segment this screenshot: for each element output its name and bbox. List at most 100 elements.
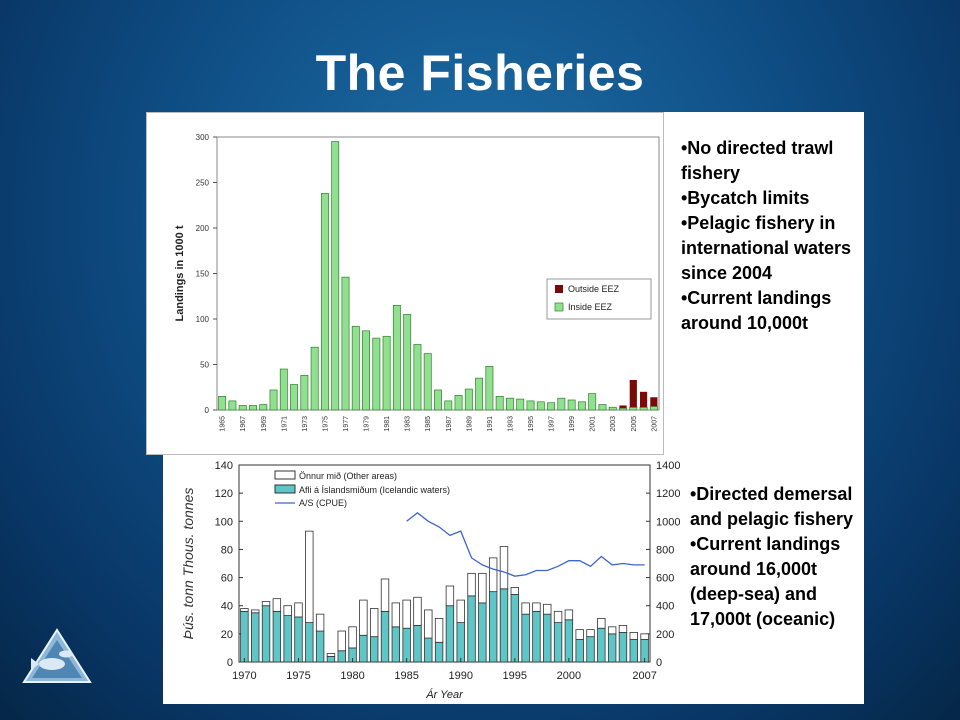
bar-inside-eez [413,344,422,411]
bar-other-areas [424,609,433,639]
bar-inside-eez [228,400,237,411]
x-tick-label: 1979 [364,416,371,432]
bar-icelandic-waters [326,655,336,663]
bar-icelandic-waters [359,634,368,663]
y-tick-label: 0 [227,657,233,669]
y-axis-label: Þús. tonn Thous. tonnes [180,488,196,640]
bar-outside-eez [639,391,648,408]
y-tick-label: 80 [221,544,233,556]
bar-icelandic-waters [272,610,282,663]
bar-inside-eez [588,393,597,411]
bullet-top-2: •Bycatch limits [681,188,810,208]
bar-inside-eez [269,389,278,411]
bar-inside-eez [598,404,607,411]
bar-inside-eez [464,388,473,411]
bullet-top-3: •Pelagic fishery in international waters… [681,213,852,283]
bar-inside-eez [629,406,638,411]
x-tick-label: 1997 [549,416,556,432]
bar-icelandic-waters [283,615,292,663]
bar-inside-eez [619,407,627,411]
y2-tick-label: 0 [656,657,662,669]
bar-other-areas [315,613,325,632]
bar-other-areas [575,629,584,640]
bar-icelandic-waters [586,636,595,663]
x-tick-label: 1987 [446,416,453,432]
x-tick-label: 1977 [343,416,350,432]
bar-icelandic-waters [564,619,574,663]
bar-icelandic-waters [456,622,465,663]
y-tick-label: 250 [196,179,210,188]
bar-other-areas [488,557,498,593]
bar-other-areas [618,625,628,633]
x-tick-label: 2003 [610,416,617,432]
bar-icelandic-waters [597,627,606,663]
bar-icelandic-waters [305,622,314,663]
legend-label-outside: Outside EEZ [568,284,620,294]
bar-other-areas [402,599,411,629]
x-tick-label: 1999 [569,416,576,432]
x-axis-label: Ár Year [425,688,464,701]
legend-swatch-other [274,470,296,480]
bar-inside-eez [320,193,329,411]
bar-icelandic-waters [553,622,563,663]
x-tick-label: 1985 [425,416,432,432]
x-tick-label: 2007 [651,416,658,432]
bar-other-areas [456,599,465,623]
x-tick-label: 1973 [302,416,309,432]
bar-other-areas [629,632,638,640]
bar-icelandic-waters [402,627,411,663]
bar-inside-eez [444,400,453,411]
x-tick-label: 2007 [632,670,656,682]
bar-icelandic-waters [629,639,638,663]
bar-inside-eez [372,337,381,411]
y-tick-label: 140 [215,460,233,472]
bar-icelandic-waters [575,639,584,663]
bar-icelandic-waters [240,610,249,663]
bullet-top-1: •No directed trawl fishery [681,138,834,183]
bar-inside-eez [495,396,504,411]
bar-inside-eez [249,405,257,411]
y2-tick-label: 200 [656,629,674,641]
bar-inside-eez [454,395,463,411]
bar-other-areas [445,585,455,607]
bullet-top-4: •Current landings around 10,000t [681,288,832,333]
y-axis-label: Landings in 1000 t [174,225,186,321]
legend-label-icelandic: Afli á Íslandsmiðum (Icelandic waters) [299,485,450,495]
bar-inside-eez [608,406,617,411]
bar-other-areas [337,630,346,652]
bar-other-areas [305,530,314,623]
bar-icelandic-waters [251,612,260,663]
bar-icelandic-waters [607,633,617,663]
y-tick-label: 40 [221,601,233,613]
x-tick-label: 1985 [394,670,418,682]
bar-icelandic-waters [315,630,325,663]
bar-inside-eez [300,375,309,411]
legend-label-other: Önnur mið (Other areas) [299,471,397,481]
bar-outside-eez [650,397,658,407]
bar-icelandic-waters [261,605,271,663]
bar-icelandic-waters [532,610,541,663]
bar-other-areas [467,572,476,597]
bar-icelandic-waters [445,605,455,663]
bar-other-areas [564,609,574,621]
catch-chart: 0 20 40 60 80 100 120 140 0 200 400 600 800 1000 1200 1… [163,455,688,704]
bar-inside-eez [506,397,514,411]
bar-inside-eez [577,401,586,411]
bar-inside-eez [475,377,484,411]
bullets-bottom: •Directed demersal and pelagic fishery •… [690,482,862,632]
bar-icelandic-waters [370,636,379,663]
y2-tick-label: 1000 [656,516,680,528]
x-tick-label: 1971 [281,416,288,432]
bar-icelandic-waters [380,610,390,663]
landings-chart-svg: 0 50 100 150 200 250 300 Landings in 1000 t 1965… [174,133,660,432]
bar-icelandic-waters [391,626,401,663]
bar-other-areas [261,601,271,607]
legend-swatch-icelandic [274,484,296,494]
bar-other-areas [586,629,595,638]
x-tick-label: 2001 [590,416,597,432]
catch-chart-svg: 0204060801001201400200400600800100012001… [180,460,680,701]
y-tick-label: 100 [215,516,233,528]
x-tick-label: 1967 [240,416,247,432]
bullet-bottom-2: •Current landings around 16,000t (deep-s… [690,534,841,629]
y-tick-label: 50 [200,361,209,370]
